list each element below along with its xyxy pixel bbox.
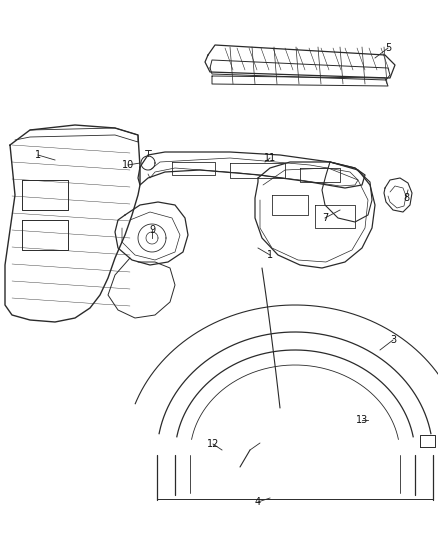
Text: 5: 5	[385, 43, 391, 53]
Text: 10: 10	[122, 160, 134, 170]
Text: 4: 4	[255, 497, 261, 507]
Text: 3: 3	[390, 335, 396, 345]
Text: 8: 8	[403, 193, 409, 203]
Text: 12: 12	[207, 439, 219, 449]
Text: 1: 1	[267, 250, 273, 260]
Text: 9: 9	[149, 225, 155, 235]
Text: 1: 1	[35, 150, 41, 160]
Text: 13: 13	[356, 415, 368, 425]
Text: 11: 11	[264, 153, 276, 163]
Text: 7: 7	[322, 213, 328, 223]
